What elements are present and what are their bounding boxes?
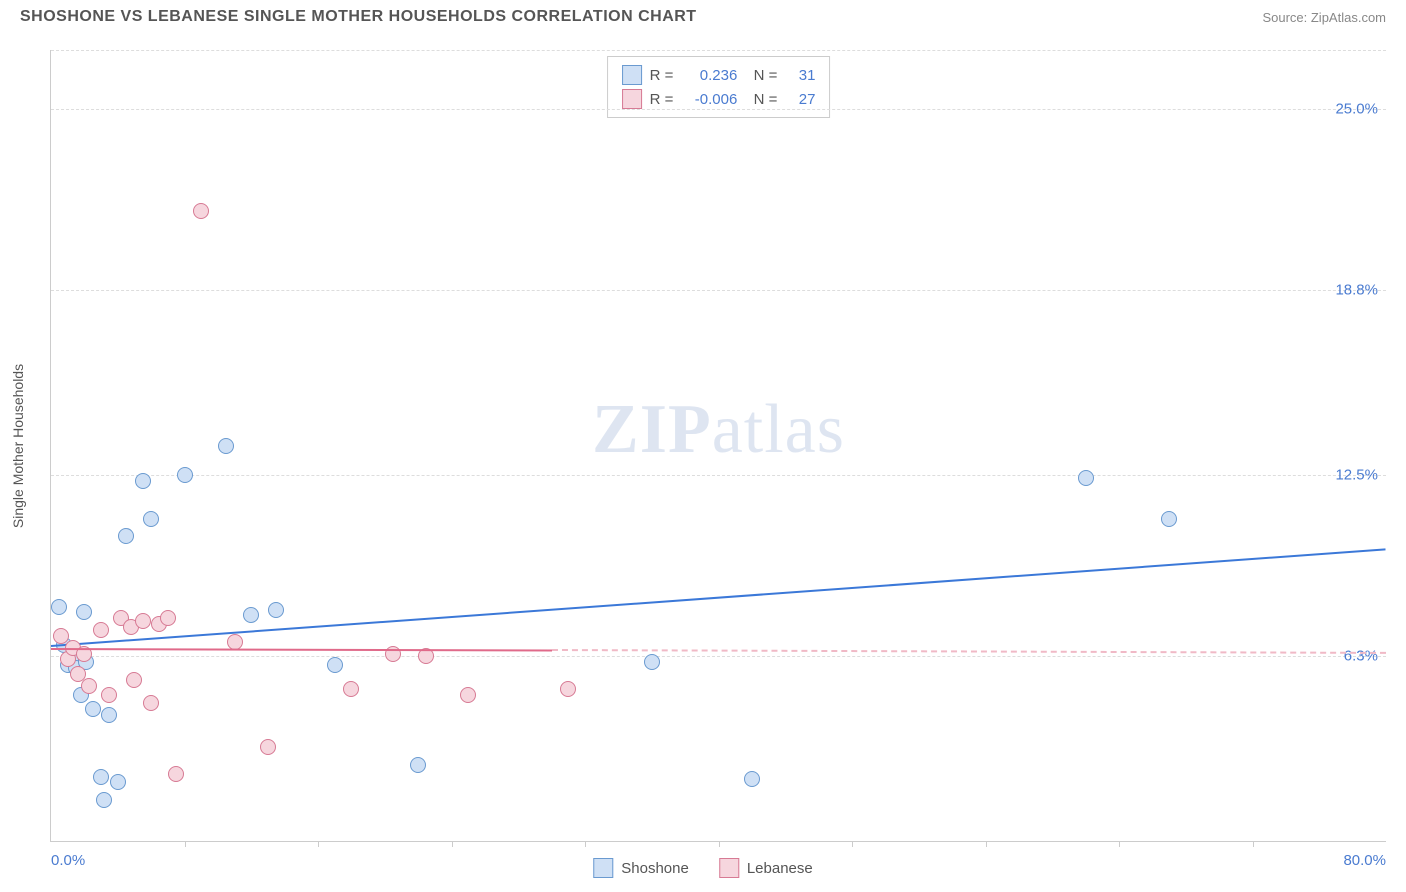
data-point bbox=[118, 528, 134, 544]
trend-line bbox=[552, 649, 1386, 654]
trend-line bbox=[51, 648, 552, 651]
gridline bbox=[51, 50, 1386, 51]
chart-title: SHOSHONE VS LEBANESE SINGLE MOTHER HOUSE… bbox=[20, 8, 697, 26]
data-point bbox=[343, 681, 359, 697]
watermark-atlas: atlas bbox=[712, 391, 845, 468]
x-tick bbox=[1253, 841, 1254, 847]
legend-swatch bbox=[622, 89, 642, 109]
source-attribution: Source: ZipAtlas.com bbox=[1262, 10, 1386, 25]
x-tick bbox=[986, 841, 987, 847]
data-point bbox=[1161, 511, 1177, 527]
data-point bbox=[160, 610, 176, 626]
data-point bbox=[385, 646, 401, 662]
data-point bbox=[177, 467, 193, 483]
data-point bbox=[101, 707, 117, 723]
data-point bbox=[193, 203, 209, 219]
data-point bbox=[135, 473, 151, 489]
y-axis-label: Single Mother Households bbox=[10, 364, 26, 528]
data-point bbox=[1078, 470, 1094, 486]
data-point bbox=[51, 599, 67, 615]
x-tick bbox=[1119, 841, 1120, 847]
legend-swatch bbox=[719, 858, 739, 878]
n-value: 31 bbox=[785, 67, 815, 84]
legend-swatch bbox=[593, 858, 613, 878]
x-tick-label: 80.0% bbox=[1343, 852, 1386, 869]
x-tick bbox=[585, 841, 586, 847]
x-tick-label: 0.0% bbox=[51, 852, 85, 869]
x-tick bbox=[852, 841, 853, 847]
data-point bbox=[110, 774, 126, 790]
x-tick bbox=[719, 841, 720, 847]
data-point bbox=[143, 511, 159, 527]
data-point bbox=[644, 654, 660, 670]
legend-item: Shoshone bbox=[593, 858, 689, 878]
watermark-zip: ZIP bbox=[592, 391, 712, 468]
header: SHOSHONE VS LEBANESE SINGLE MOTHER HOUSE… bbox=[0, 0, 1406, 34]
n-label: N = bbox=[745, 91, 777, 108]
data-point bbox=[143, 695, 159, 711]
data-point bbox=[93, 622, 109, 638]
data-point bbox=[126, 672, 142, 688]
x-tick bbox=[185, 841, 186, 847]
scatter-chart: ZIPatlas R = 0.236 N = 31 R = -0.006 N = 27 6… bbox=[50, 50, 1386, 842]
y-tick-label: 18.8% bbox=[1335, 282, 1378, 299]
legend-label: Lebanese bbox=[747, 860, 813, 877]
data-point bbox=[135, 613, 151, 629]
data-point bbox=[560, 681, 576, 697]
r-value: -0.006 bbox=[681, 91, 737, 108]
data-point bbox=[96, 792, 112, 808]
legend-label: Shoshone bbox=[621, 860, 689, 877]
r-value: 0.236 bbox=[681, 67, 737, 84]
data-point bbox=[327, 657, 343, 673]
data-point bbox=[93, 769, 109, 785]
r-label: R = bbox=[650, 91, 674, 108]
y-tick-label: 25.0% bbox=[1335, 100, 1378, 117]
data-point bbox=[85, 701, 101, 717]
data-point bbox=[81, 678, 97, 694]
data-point bbox=[76, 604, 92, 620]
x-tick bbox=[318, 841, 319, 847]
x-tick bbox=[452, 841, 453, 847]
gridline bbox=[51, 475, 1386, 476]
data-point bbox=[410, 757, 426, 773]
data-point bbox=[460, 687, 476, 703]
data-point bbox=[218, 438, 234, 454]
y-tick-label: 12.5% bbox=[1335, 466, 1378, 483]
gridline bbox=[51, 290, 1386, 291]
data-point bbox=[243, 607, 259, 623]
n-value: 27 bbox=[785, 91, 815, 108]
watermark: ZIPatlas bbox=[592, 390, 845, 470]
series-legend: Shoshone Lebanese bbox=[593, 858, 812, 878]
data-point bbox=[268, 602, 284, 618]
legend-swatch bbox=[622, 65, 642, 85]
legend-row: R = 0.236 N = 31 bbox=[622, 63, 816, 87]
data-point bbox=[227, 634, 243, 650]
legend-item: Lebanese bbox=[719, 858, 813, 878]
data-point bbox=[168, 766, 184, 782]
y-tick-label: 6.3% bbox=[1344, 648, 1378, 665]
trend-line bbox=[51, 548, 1386, 647]
data-point bbox=[260, 739, 276, 755]
data-point bbox=[744, 771, 760, 787]
n-label: N = bbox=[745, 67, 777, 84]
gridline bbox=[51, 656, 1386, 657]
data-point bbox=[101, 687, 117, 703]
legend-row: R = -0.006 N = 27 bbox=[622, 87, 816, 111]
r-label: R = bbox=[650, 67, 674, 84]
gridline bbox=[51, 109, 1386, 110]
